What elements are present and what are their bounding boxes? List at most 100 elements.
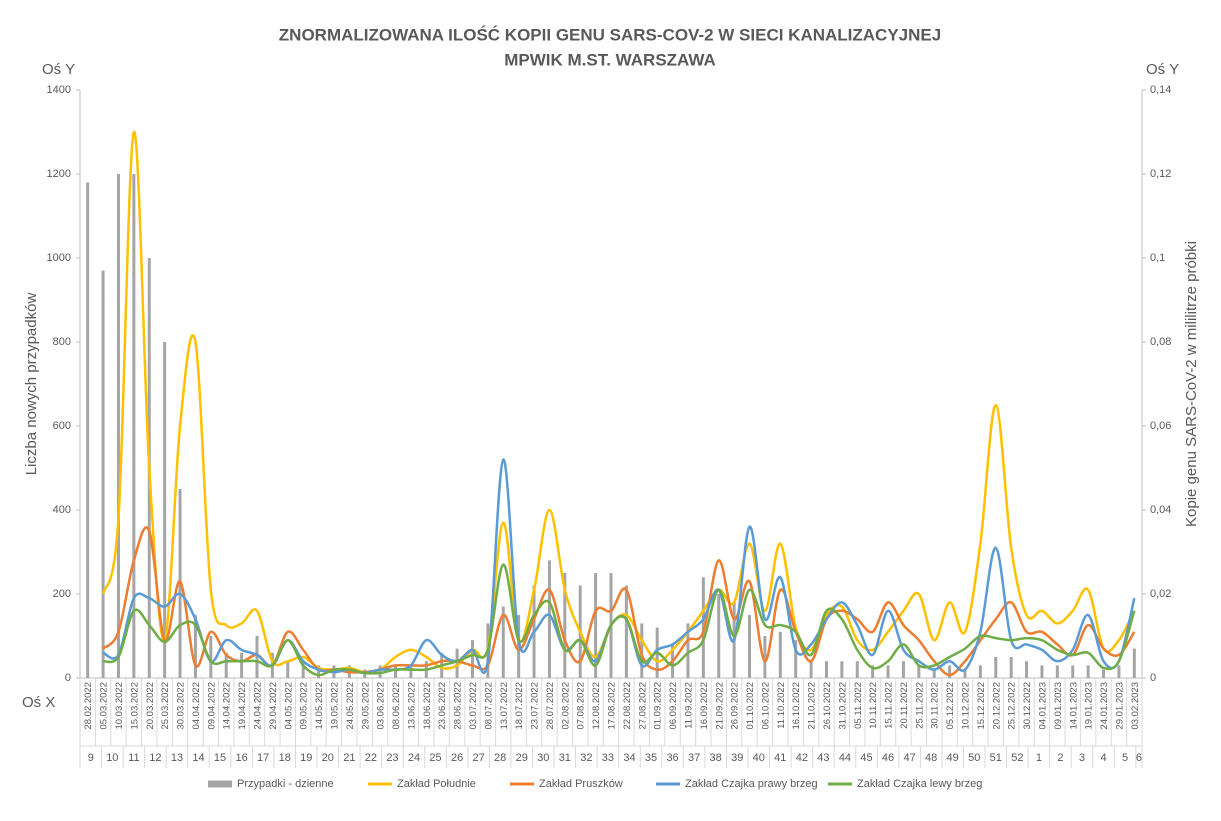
x-tick-label: 24.04.2022: [253, 682, 264, 730]
x-tick-label: 19.01.2023: [1084, 682, 1095, 730]
y-tick-label: 600: [53, 420, 71, 432]
week-label: 50: [968, 752, 980, 764]
x-tick-label: 06.09.2022: [668, 682, 679, 730]
x-tick-label: 20.03.2022: [145, 682, 156, 730]
y-tick-label: 0: [65, 672, 71, 684]
x-tick-label: 03.06.2022: [376, 682, 387, 730]
y-tick-label: 1400: [47, 84, 71, 96]
chart-subtitle: MPWIK M.ST. WARSZAWA: [504, 50, 716, 69]
bar: [163, 342, 167, 678]
x-tick-label: 24.05.2022: [345, 682, 356, 730]
annotation: Oś X: [22, 694, 55, 711]
annotation: Oś Y: [1146, 61, 1179, 78]
week-label: 23: [386, 752, 398, 764]
week-label: 39: [731, 752, 743, 764]
x-tick-label: 20.12.2022: [991, 682, 1002, 730]
x-tick-label: 25.03.2022: [160, 682, 171, 730]
x-tick-label: 10.12.2022: [961, 682, 972, 730]
x-tick-label: 01.10.2022: [745, 682, 756, 730]
bar: [86, 182, 90, 678]
bar: [640, 623, 644, 678]
bar: [101, 270, 105, 678]
x-tick-label: 03.07.2022: [468, 682, 479, 730]
week-label: 40: [753, 752, 765, 764]
line: [101, 130, 1136, 674]
y2-tick-label: 0: [1150, 672, 1156, 684]
x-tick-label: 06.10.2022: [760, 682, 771, 730]
x-tick-label: 21.09.2022: [714, 682, 725, 730]
week-label: 35: [645, 752, 657, 764]
y-axis-label: Liczba nowych przypadków: [23, 293, 40, 476]
x-tick-label: 05.12.2022: [945, 682, 956, 730]
bar: [255, 636, 259, 678]
bar: [409, 665, 413, 678]
bar: [224, 652, 228, 678]
bar: [917, 665, 921, 678]
bar: [470, 640, 474, 678]
week-label: 37: [688, 752, 700, 764]
x-tick-label: 09.01.2023: [1053, 682, 1064, 730]
legend-label: Zakład Południe: [397, 778, 476, 790]
y-tick-label: 1000: [47, 252, 71, 264]
bar: [547, 560, 551, 678]
x-tick-label: 15.12.2022: [976, 682, 987, 730]
week-label: 16: [235, 752, 247, 764]
x-tick-label: 14.01.2023: [1068, 682, 1079, 730]
week-label: 36: [666, 752, 678, 764]
x-tick-label: 07.08.2022: [576, 682, 587, 730]
week-label: 22: [365, 752, 377, 764]
x-tick-label: 14.05.2022: [314, 682, 325, 730]
bar: [978, 665, 982, 678]
week-label: 44: [839, 752, 851, 764]
week-label: 47: [903, 752, 915, 764]
legend-label: Przypadki - dzienne: [237, 778, 334, 790]
x-tick-label: 23.07.2022: [530, 682, 541, 730]
week-label: 19: [300, 752, 312, 764]
week-label: 5: [1122, 752, 1128, 764]
week-label: 1: [1036, 752, 1042, 764]
week-label: 3: [1079, 752, 1085, 764]
x-tick-label: 22.08.2022: [622, 682, 633, 730]
x-tick-label: 04.01.2023: [1037, 682, 1048, 730]
bar: [809, 661, 813, 678]
x-tick-label: 27.08.2022: [637, 682, 648, 730]
x-tick-label: 01.09.2022: [653, 682, 664, 730]
chart-title: ZNORMALIZOWANA ILOŚĆ KOPII GENU SARS-COV…: [279, 25, 941, 44]
bar: [686, 623, 690, 678]
week-label: 29: [516, 752, 528, 764]
bar: [1086, 665, 1090, 678]
week-label: 24: [408, 752, 420, 764]
x-tick-label: 08.07.2022: [483, 682, 494, 730]
x-tick-label: 16.10.2022: [791, 682, 802, 730]
line: [102, 563, 1136, 677]
week-label: 52: [1011, 752, 1023, 764]
week-label: 48: [925, 752, 937, 764]
week-label: 17: [257, 752, 269, 764]
bar: [948, 665, 952, 678]
x-tick-label: 10.03.2022: [114, 682, 125, 730]
y2-tick-label: 0,02: [1150, 588, 1171, 600]
x-tick-label: 09.05.2022: [299, 682, 310, 730]
bar: [563, 573, 567, 678]
x-tick-label: 05.11.2022: [853, 682, 864, 729]
x-tick-label: 30.12.2022: [1022, 682, 1033, 730]
y2-tick-label: 0,08: [1150, 336, 1171, 348]
bar: [193, 615, 197, 678]
bar: [455, 648, 459, 678]
x-tick-label: 24.01.2023: [1099, 682, 1110, 730]
week-label: 21: [343, 752, 355, 764]
week-label: 30: [537, 752, 549, 764]
x-tick-label: 04.05.2022: [283, 682, 294, 730]
bar: [132, 174, 136, 678]
x-tick-label: 09.04.2022: [206, 682, 217, 730]
x-tick-label: 08.06.2022: [391, 682, 402, 730]
x-tick-label: 25.12.2022: [1007, 682, 1018, 730]
x-tick-label: 20.11.2022: [899, 682, 910, 729]
y2-axis-label: Kopie genu SARS-CoV-2 w mililitrze próbk…: [1183, 241, 1200, 527]
week-label: 27: [473, 752, 485, 764]
bar: [116, 174, 120, 678]
x-tick-label: 18.07.2022: [514, 682, 525, 730]
week-label: 6: [1136, 752, 1142, 764]
bar: [1009, 657, 1013, 678]
